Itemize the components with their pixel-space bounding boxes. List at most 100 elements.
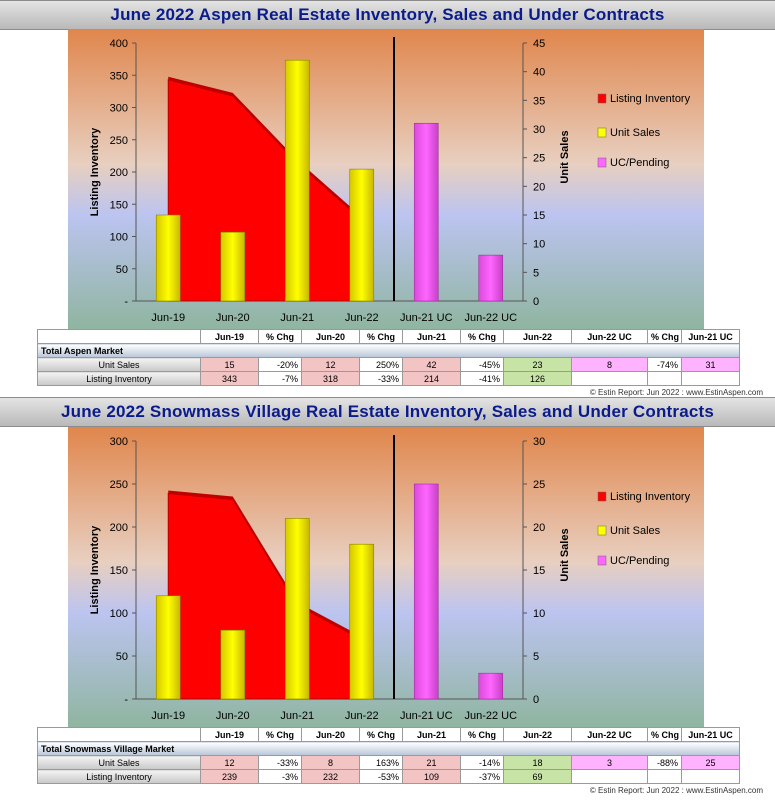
table-header-cell: % Chg xyxy=(460,727,504,742)
table-cell: -7% xyxy=(258,371,302,386)
table-cell: 8 xyxy=(571,357,648,372)
table-cell xyxy=(647,769,682,784)
x-tick-label: Jun-19 xyxy=(151,710,185,722)
y2-tick-label: 35 xyxy=(533,95,545,107)
aspen-credit: © Estin Report: Jun 2022 : www.EstinAspe… xyxy=(589,388,763,397)
snowmass-credit: © Estin Report: Jun 2022 : www.EstinAspe… xyxy=(589,786,763,795)
row-label: Listing Inventory xyxy=(37,769,201,784)
y2-tick-label: 20 xyxy=(533,522,545,534)
y2-tick-label: 10 xyxy=(533,239,545,251)
y-tick-label: 100 xyxy=(110,232,128,244)
table-cell: -3% xyxy=(258,769,302,784)
table-cell: 69 xyxy=(503,769,572,784)
table-cell: 23 xyxy=(503,357,572,372)
table-row-unit-sales: Unit Sales 15 -20% 12 250% 42 -45% 23 8 … xyxy=(37,357,740,372)
x-tick-label: Jun-22 xyxy=(345,710,379,722)
x-tick-label: Jun-20 xyxy=(216,312,250,324)
table-cell: 109 xyxy=(402,769,461,784)
y-tick-label: 50 xyxy=(116,264,128,276)
x-tick-label: Jun-21 UC xyxy=(400,710,453,722)
unit-sales-bar xyxy=(284,59,310,302)
table-cell xyxy=(647,371,682,386)
legend-label: Unit Sales xyxy=(610,525,661,537)
table-corner xyxy=(37,329,201,344)
table-cell: -74% xyxy=(647,357,682,372)
unit-sales-bar xyxy=(220,231,246,302)
table-cell xyxy=(571,769,648,784)
y2-tick-label: 30 xyxy=(533,436,545,448)
uc-pending-bar xyxy=(413,483,439,700)
uc-pending-bar xyxy=(478,672,504,700)
table-header-row: Jun-19 % Chg Jun-20 % Chg Jun-21 % Chg J… xyxy=(37,727,740,742)
aspen-chart: - 50 100 150 200 250 300 350 400 0 5 10 15 20 25 30 35 40… xyxy=(68,29,704,329)
table-cell: 31 xyxy=(681,357,740,372)
table-cell: 3 xyxy=(571,755,648,770)
legend-label: UC/Pending xyxy=(610,157,669,169)
uc-pending-bar xyxy=(478,254,504,302)
y-tick-label: 150 xyxy=(110,565,128,577)
table-cell: 12 xyxy=(301,357,360,372)
y2-tick-label: 5 xyxy=(533,267,539,279)
table-cell: 214 xyxy=(402,371,461,386)
y-tick-label: 150 xyxy=(110,199,128,211)
table-header-cell: Jun-22 xyxy=(503,727,572,742)
table-cell xyxy=(571,371,648,386)
unit-sales-bar xyxy=(155,595,181,700)
x-tick-label: Jun-22 UC xyxy=(464,710,517,722)
y2-tick-label: 15 xyxy=(533,210,545,222)
table-cell: -33% xyxy=(359,371,403,386)
snowmass-chart: - 50 100 150 200 250 300 0 5 10 15 20 25 30 Listing In… xyxy=(68,427,704,727)
y-tick-label: 200 xyxy=(110,167,128,179)
y2-tick-label: 25 xyxy=(533,153,545,165)
row-label: Unit Sales xyxy=(37,755,201,770)
table-header-cell: Jun-20 xyxy=(301,329,360,344)
table-header-cell: % Chg xyxy=(359,727,403,742)
table-header-cell: % Chg xyxy=(647,329,682,344)
table-cell: -45% xyxy=(460,357,504,372)
table-header-row: Jun-19 % Chg Jun-20 % Chg Jun-21 % Chg J… xyxy=(37,329,740,344)
legend-swatch-uc xyxy=(597,555,607,566)
table-cell: 8 xyxy=(301,755,360,770)
table-cell: 163% xyxy=(359,755,403,770)
row-label: Listing Inventory xyxy=(37,371,201,386)
x-tick-label: Jun-20 xyxy=(216,710,250,722)
legend-label: Unit Sales xyxy=(610,127,661,139)
table-cell: -33% xyxy=(258,755,302,770)
aspen-chart-title: June 2022 Aspen Real Estate Inventory, S… xyxy=(0,0,775,30)
table-header-cell: Jun-19 xyxy=(200,329,259,344)
legend-swatch-uc xyxy=(597,157,607,168)
table-cell: 232 xyxy=(301,769,360,784)
x-tick-label: Jun-21 xyxy=(280,312,314,324)
table-cell xyxy=(681,769,740,784)
table-header-cell: % Chg xyxy=(460,329,504,344)
table-header-cell: Jun-21 UC xyxy=(681,727,740,742)
table-row-unit-sales: Unit Sales 12 -33% 8 163% 21 -14% 18 3 -… xyxy=(37,755,740,770)
legend-swatch-sales xyxy=(597,525,607,536)
table-cell: -37% xyxy=(460,769,504,784)
y2-axis-label: Unit Sales xyxy=(559,130,571,183)
y2-tick-label: 0 xyxy=(533,296,539,308)
uc-pending-bar xyxy=(413,122,439,302)
x-tick-label: Jun-21 xyxy=(280,710,314,722)
table-cell: -53% xyxy=(359,769,403,784)
y-tick-label: 350 xyxy=(110,70,128,82)
y2-tick-label: 0 xyxy=(533,694,539,706)
x-tick-label: Jun-21 UC xyxy=(400,312,453,324)
y2-tick-label: 5 xyxy=(533,651,539,663)
table-cell: 18 xyxy=(503,755,572,770)
table-header-cell: Jun-21 xyxy=(402,329,461,344)
y-tick-label: 300 xyxy=(110,436,128,448)
table-cell: -14% xyxy=(460,755,504,770)
table-row-listing-inventory: Listing Inventory 343 -7% 318 -33% 214 -… xyxy=(37,371,740,386)
table-header-cell: Jun-21 xyxy=(402,727,461,742)
table-row-listing-inventory: Listing Inventory 239 -3% 232 -53% 109 -… xyxy=(37,769,740,784)
table-cell: 126 xyxy=(503,371,572,386)
table-cell: 239 xyxy=(200,769,259,784)
aspen-data-table: Jun-19 % Chg Jun-20 % Chg Jun-21 % Chg J… xyxy=(37,329,740,386)
table-cell: 21 xyxy=(402,755,461,770)
table-cell xyxy=(681,371,740,386)
y-tick-label: 250 xyxy=(110,479,128,491)
unit-sales-bar xyxy=(284,518,310,700)
table-header-cell: % Chg xyxy=(647,727,682,742)
table-cell: -20% xyxy=(258,357,302,372)
